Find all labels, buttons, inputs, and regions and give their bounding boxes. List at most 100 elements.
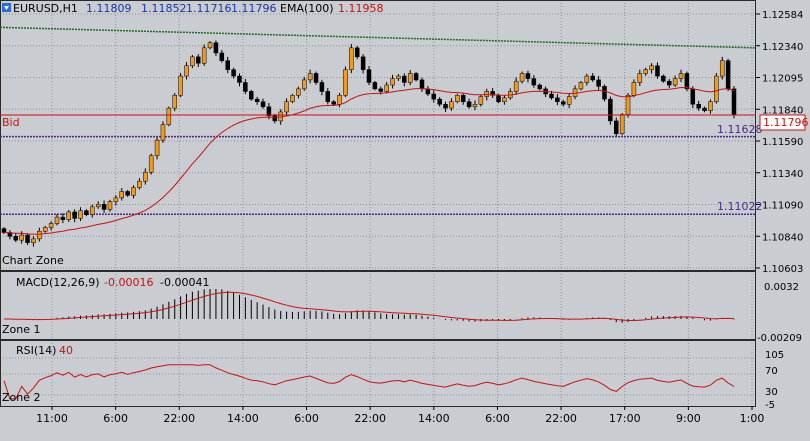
candle-body — [337, 95, 342, 105]
candle-body — [649, 65, 654, 70]
candle-body — [708, 101, 713, 111]
candle-body — [631, 82, 637, 96]
bid-label: Bid — [2, 116, 20, 129]
candle-body — [296, 88, 301, 96]
candle-body — [284, 101, 289, 113]
candle-body — [678, 73, 684, 79]
candle-body — [396, 75, 401, 79]
time-tick-label: 6:00 — [103, 412, 128, 425]
candle-body — [714, 75, 719, 102]
candle-body — [90, 206, 95, 215]
candle-body — [625, 95, 631, 115]
candle-body — [496, 95, 501, 102]
candle-body — [95, 204, 101, 208]
open-value: 1.11809 — [86, 2, 132, 15]
candle-body — [166, 107, 172, 126]
candle-body — [378, 88, 384, 92]
high-value: 1.11852 — [141, 2, 187, 15]
candle-body — [437, 98, 442, 105]
candle-body — [25, 234, 30, 243]
candle-body — [219, 52, 225, 61]
time-tick-label: 22:00 — [354, 412, 386, 425]
candle-body — [266, 106, 272, 117]
candle-body — [384, 84, 389, 92]
macd-pane[interactable] — [0, 271, 756, 339]
candle-body — [602, 86, 607, 100]
time-tick-label: 11:00 — [36, 412, 68, 425]
levels — [0, 135, 756, 216]
candle-body — [148, 155, 154, 173]
candle-body — [655, 65, 660, 77]
candle-body — [402, 75, 407, 83]
price-scale[interactable] — [756, 0, 810, 437]
candle-body — [731, 88, 737, 115]
candle-body — [614, 120, 619, 135]
time-tick-label: 22:00 — [545, 412, 577, 425]
rsi-pane[interactable] — [0, 340, 756, 406]
candle-body — [137, 180, 142, 188]
candle-body — [184, 65, 189, 77]
candle-body — [702, 107, 707, 111]
trendline[interactable] — [0, 26, 757, 49]
rsi-tick-30: 30 — [765, 387, 778, 398]
candle-body — [131, 187, 136, 196]
price-axis-ticks: 1.12584 1.12340 1.12095 1.11840 1.11590 1.113… — [756, 10, 803, 275]
price-tick-label: 1.11340 — [762, 169, 803, 180]
rsi-line — [3, 364, 735, 400]
candle-body — [225, 60, 230, 70]
chart-zone-label: Chart Zone — [2, 254, 64, 267]
main-pane[interactable] — [0, 0, 756, 270]
zone2-label: Zone 2 — [2, 391, 41, 404]
candle-body — [143, 171, 148, 182]
candle-body — [537, 84, 542, 90]
candle-body — [366, 69, 372, 83]
candle-body — [107, 201, 113, 210]
time-axis-ticks: 11:00 6:00 22:00 14:00 6:00 22:00 14:00 6:00 22:… — [36, 406, 764, 425]
ema-value: 1.11958 — [338, 2, 384, 15]
candle-body — [431, 93, 437, 100]
macd-value-2: -0.00041 — [160, 276, 209, 289]
candle-body — [19, 234, 24, 241]
candle-body — [301, 79, 307, 90]
low-value: 1.11716 — [186, 2, 232, 15]
candle-body — [54, 216, 60, 224]
candle-body — [578, 82, 584, 90]
candle-body — [354, 47, 360, 58]
macd-tick-top: 0.0032 — [764, 282, 799, 293]
rsi-label: RSI(14) — [16, 344, 56, 357]
candle-body — [596, 79, 601, 87]
candle-body — [66, 211, 72, 220]
price-tick-label: 1.10603 — [762, 264, 803, 275]
price-tick-label: 1.10840 — [762, 232, 803, 243]
candle-body — [460, 95, 466, 102]
candle-body — [455, 95, 460, 102]
candle-body — [60, 216, 66, 220]
candle-body — [178, 75, 183, 96]
candle-body — [590, 75, 595, 81]
candle-body — [196, 56, 201, 64]
candle-body — [172, 95, 177, 109]
candle-body — [619, 114, 625, 135]
candle-body — [684, 73, 690, 90]
candles — [1, 40, 737, 247]
candle-body — [307, 73, 313, 81]
candle-body — [643, 69, 648, 74]
candle-body — [1, 228, 7, 233]
price-tick-label: 1.12095 — [762, 74, 803, 85]
candle-body — [443, 104, 448, 109]
candle-body — [608, 98, 613, 122]
candle-body — [372, 82, 378, 90]
time-tick-label: 9:00 — [676, 412, 701, 425]
close-value: 1.11796 — [231, 2, 277, 15]
candle-body — [549, 93, 554, 99]
candle-body — [31, 238, 36, 243]
candle-body — [696, 104, 701, 109]
candle-body — [331, 101, 336, 105]
candle-body — [484, 91, 489, 97]
candle-body — [525, 73, 531, 79]
rsi-value: 40 — [59, 344, 73, 357]
candle-body — [84, 210, 89, 215]
ema-label: EMA(100) — [280, 2, 334, 15]
rsi-pane-border — [0, 340, 756, 407]
